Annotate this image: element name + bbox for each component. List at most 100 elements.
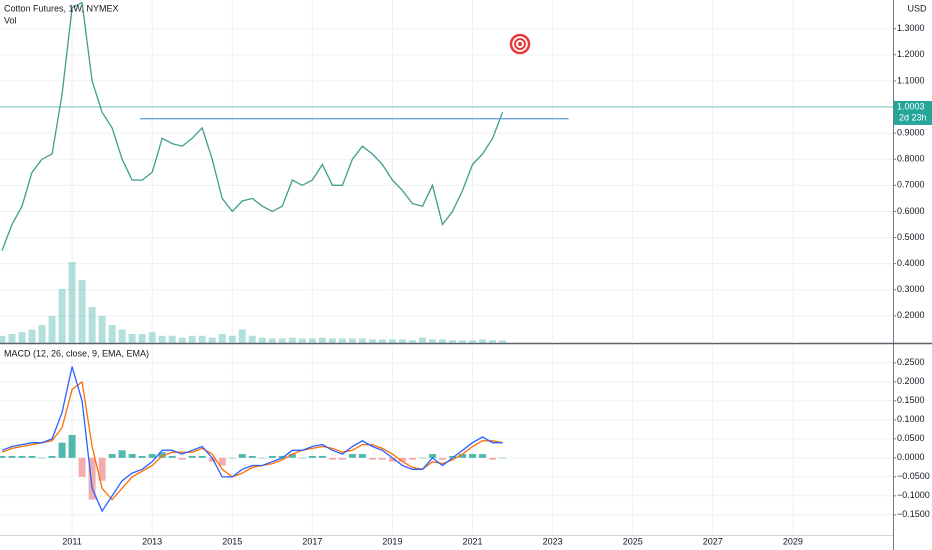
histogram-bar bbox=[258, 457, 266, 459]
volume-bar bbox=[188, 335, 196, 343]
histogram-bar bbox=[118, 450, 126, 458]
volume-bar bbox=[118, 329, 126, 343]
histogram-bar bbox=[58, 442, 66, 458]
y-tick-label: 0.1000 bbox=[897, 414, 925, 424]
y-tick-label: −0.0500 bbox=[897, 471, 930, 481]
histogram-bar bbox=[0, 455, 6, 458]
y-tick-label: 1.3000 bbox=[897, 23, 925, 33]
histogram-bar bbox=[298, 457, 306, 459]
y-tick-label: 0.2000 bbox=[897, 310, 925, 320]
histogram-bar bbox=[248, 455, 256, 458]
volume-bar bbox=[158, 335, 166, 343]
volume-bar bbox=[398, 339, 406, 343]
volume-bar bbox=[238, 329, 246, 343]
volume-bar bbox=[218, 334, 226, 343]
target-icon bbox=[509, 33, 531, 55]
x-tick-label: 2023 bbox=[543, 536, 563, 546]
volume-bar bbox=[338, 338, 346, 343]
volume-bar bbox=[228, 335, 236, 343]
volume-bar bbox=[459, 340, 467, 343]
x-tick-label: 2017 bbox=[302, 536, 322, 546]
chart-title: Cotton Futures, 1W, NYMEX bbox=[4, 3, 119, 13]
histogram-bar bbox=[228, 457, 236, 459]
histogram-bar bbox=[198, 455, 206, 458]
histogram-bar bbox=[178, 457, 186, 460]
x-tick-label: 2025 bbox=[623, 536, 643, 546]
volume-bar bbox=[378, 339, 386, 343]
y-tick-label: 0.3000 bbox=[897, 284, 925, 294]
volume-bar bbox=[28, 329, 36, 343]
y-tick-label: −0.1000 bbox=[897, 490, 930, 500]
volume-bar bbox=[38, 325, 46, 343]
histogram-bar bbox=[398, 457, 406, 462]
histogram-bar bbox=[108, 454, 116, 458]
histogram-bar bbox=[38, 457, 46, 459]
y-tick-label: 0.8000 bbox=[897, 154, 925, 164]
histogram-bar bbox=[428, 454, 436, 458]
y-tick-label: −0.1500 bbox=[897, 509, 930, 519]
macd-title: MACD (12, 26, close, 9, EMA, EMA) bbox=[4, 348, 149, 358]
histogram-bar bbox=[459, 454, 467, 458]
x-tick-label: 2011 bbox=[62, 536, 81, 546]
volume-bar bbox=[499, 340, 507, 343]
volume-bar bbox=[308, 338, 316, 343]
volume-bar bbox=[138, 334, 146, 343]
volume-bar bbox=[0, 335, 6, 343]
histogram-bar bbox=[479, 454, 487, 458]
histogram-bar bbox=[148, 454, 156, 458]
volume-label: Vol bbox=[4, 15, 17, 25]
volume-bar bbox=[198, 335, 206, 343]
histogram-bar bbox=[418, 457, 426, 459]
volume-bar bbox=[8, 334, 16, 343]
volume-bar bbox=[469, 340, 477, 343]
volume-bar bbox=[148, 332, 156, 343]
volume-bar bbox=[248, 335, 256, 343]
last-price-label: 1.0003 bbox=[897, 101, 925, 111]
volume-bar bbox=[178, 337, 186, 343]
y-tick-label: 0.0000 bbox=[897, 452, 925, 462]
marks bbox=[0, 1, 893, 513]
y-tick-label: 0.6000 bbox=[897, 206, 925, 216]
histogram-bar bbox=[168, 455, 176, 458]
volume-bar bbox=[449, 340, 457, 343]
histogram-bar bbox=[8, 455, 16, 458]
histogram-bar bbox=[208, 457, 216, 462]
volume-bar bbox=[88, 307, 96, 343]
histogram-bar bbox=[238, 454, 246, 458]
volume-bar bbox=[48, 316, 56, 343]
histogram-bar bbox=[388, 457, 396, 462]
histogram-bar bbox=[278, 455, 286, 458]
histogram-bar bbox=[28, 455, 36, 458]
volume-bar bbox=[288, 337, 296, 343]
volume-bar bbox=[318, 337, 326, 343]
histogram-bar bbox=[469, 454, 477, 458]
histogram-bar bbox=[68, 435, 76, 458]
volume-bar bbox=[108, 325, 116, 343]
volume-bar bbox=[58, 289, 66, 343]
currency-label: USD bbox=[907, 3, 927, 13]
volume-bar bbox=[418, 337, 426, 343]
volume-bar bbox=[388, 339, 396, 343]
y-tick-label: 0.4000 bbox=[897, 258, 925, 268]
histogram-bar bbox=[368, 457, 376, 460]
volume-bar bbox=[128, 334, 136, 343]
histogram-bar bbox=[18, 455, 26, 458]
y-tick-label: 0.1500 bbox=[897, 395, 925, 405]
last-price-box bbox=[894, 100, 932, 125]
histogram-bar bbox=[328, 457, 336, 460]
y-tick-label: 0.0500 bbox=[897, 433, 925, 443]
x-tick-label: 2015 bbox=[222, 536, 242, 546]
histogram-bar bbox=[348, 454, 356, 458]
volume-bar bbox=[18, 332, 26, 343]
volume-bar bbox=[98, 316, 106, 343]
histogram-bar bbox=[408, 457, 416, 460]
volume-bar bbox=[428, 339, 436, 343]
volume-bar bbox=[328, 338, 336, 343]
macd-line bbox=[1, 366, 503, 513]
histogram-bar bbox=[288, 454, 296, 458]
volume-bar bbox=[438, 339, 446, 343]
histogram-bar bbox=[78, 457, 86, 477]
volume-bar bbox=[358, 338, 366, 343]
volume-bar bbox=[68, 262, 76, 343]
